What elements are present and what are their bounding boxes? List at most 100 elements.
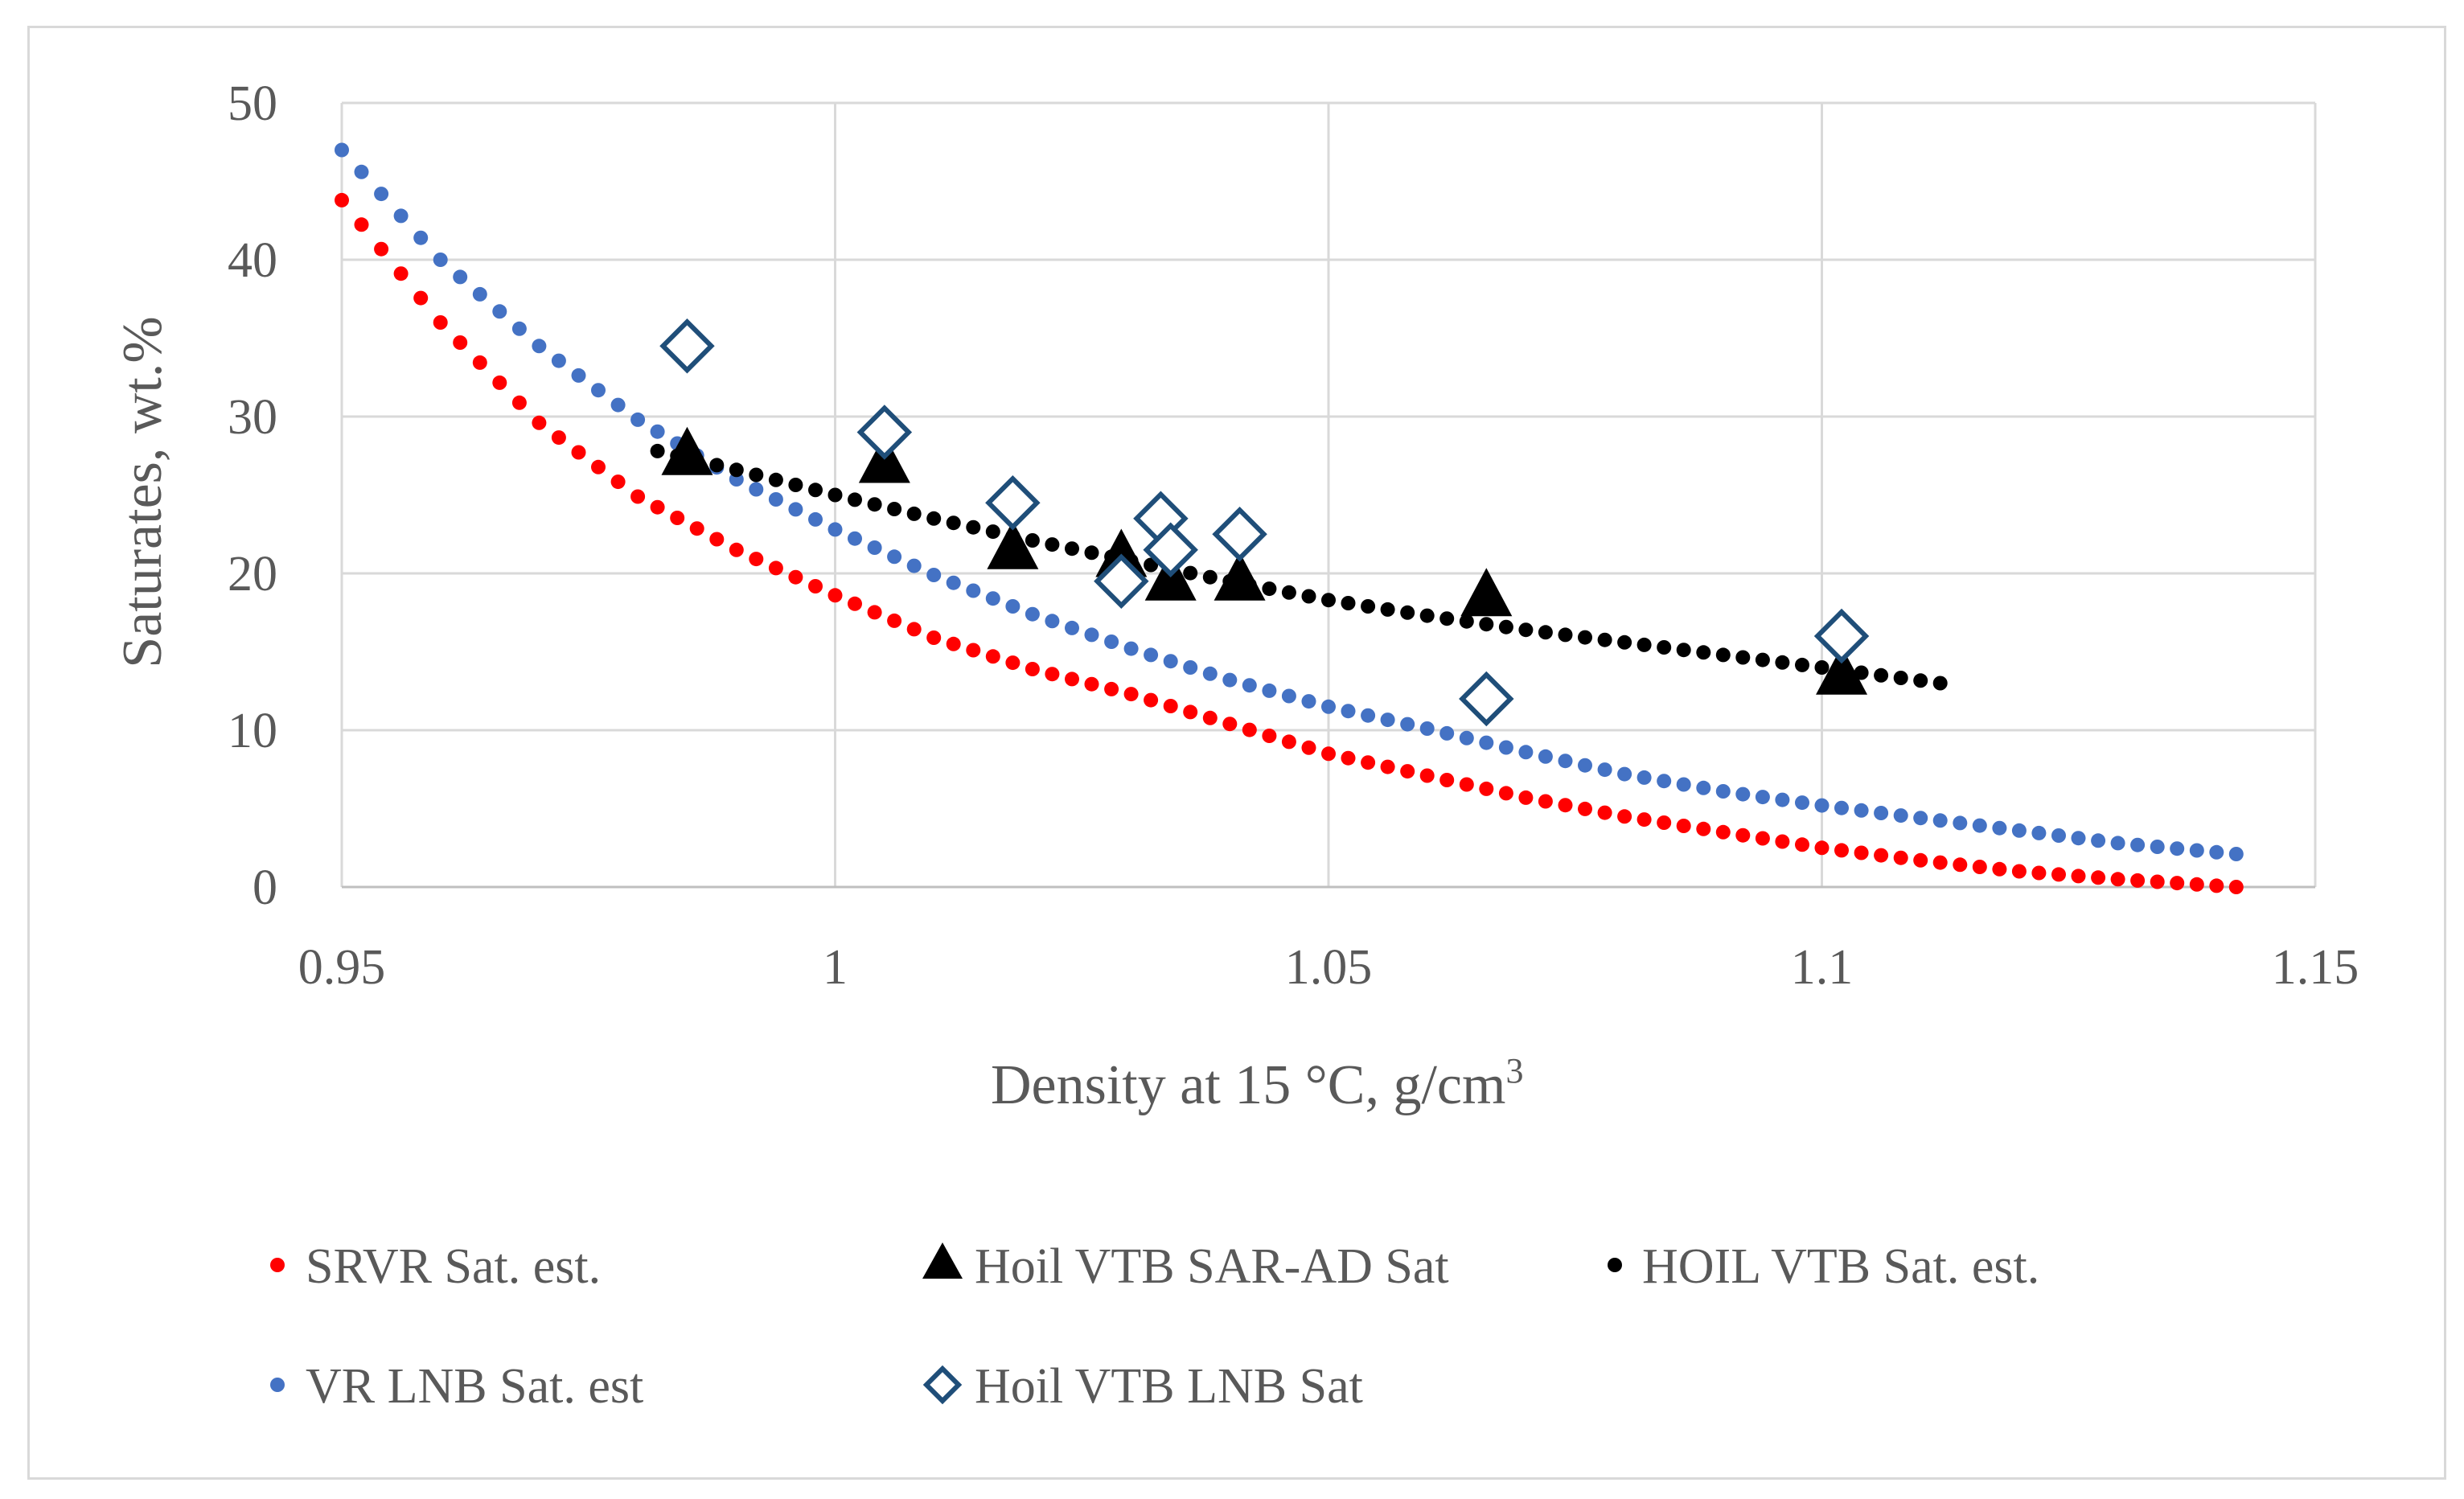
curve-dot: [1321, 593, 1336, 608]
curve-dot: [1854, 845, 1869, 860]
y-tick-label: 30: [228, 390, 277, 445]
curve-dot: [2150, 840, 2165, 854]
curve-dot: [1597, 805, 1612, 820]
curve-dot: [1084, 627, 1099, 643]
curve-dot: [1361, 599, 1376, 614]
curve-dot: [1400, 764, 1415, 779]
data-point-diamond: [856, 405, 913, 460]
curve-dot: [511, 395, 527, 410]
curve-dot: [1696, 780, 1711, 795]
curve-dot: [1874, 848, 1889, 863]
curve-dot: [1735, 650, 1751, 665]
curve-dot: [2071, 869, 2086, 884]
data-point-diamond: [1143, 522, 1198, 577]
curve-dot: [630, 412, 646, 427]
legend-item-sar-ad: Hoil VTB SAR-AD Sat: [922, 1239, 1449, 1294]
curve-dot: [551, 353, 566, 368]
curve-dot: [1065, 620, 1079, 635]
curve-dot: [1953, 815, 1968, 831]
curve-dot: [532, 339, 547, 354]
x-tick-label: 1: [823, 940, 848, 995]
curve-dot: [1676, 777, 1691, 792]
curve-dot: [1874, 806, 1889, 820]
curve-dot: [926, 630, 942, 645]
x-tick-label: 1.15: [2272, 940, 2359, 995]
curve-dot: [1913, 852, 1928, 868]
curve-dot: [374, 241, 389, 257]
data-point-triangle: [1460, 568, 1513, 617]
curve-dot: [2051, 867, 2066, 882]
curve-dot: [1795, 837, 1809, 852]
curve-dot: [1617, 766, 1632, 782]
curve-dot: [1301, 589, 1316, 604]
curve-dot: [610, 474, 626, 490]
curve-dot: [1715, 647, 1731, 663]
curve-dot: [1558, 754, 1573, 769]
curve-dot: [492, 375, 507, 390]
curve-dot: [1854, 803, 1869, 818]
curve-dot: [1380, 759, 1395, 774]
curve-dot: [1498, 786, 1513, 801]
curve-dot: [768, 472, 783, 487]
x-axis-title-main: Density at 15 °C, g/cm: [991, 1054, 1505, 1116]
curve-dot: [1814, 660, 1830, 675]
curve-dot: [729, 462, 744, 478]
curve-dot: [1202, 666, 1218, 681]
series-hoil-vtb-lnb-sat: [659, 318, 1870, 727]
curve-dot: [1341, 596, 1356, 610]
curve-dot: [1222, 672, 1238, 688]
curve-dot: [1637, 637, 1652, 652]
curve-dot: [374, 187, 389, 202]
curve-dot: [1578, 758, 1592, 773]
curve-dot: [2228, 880, 2244, 894]
curve-dot: [1202, 710, 1218, 725]
curve-dot: [848, 531, 862, 546]
curve-dot: [1992, 820, 2007, 836]
data-point-diamond: [659, 318, 715, 374]
curve-dot: [1657, 815, 1672, 830]
curve-dot: [1558, 627, 1573, 643]
curve-dot: [788, 478, 803, 492]
curve-dot: [670, 511, 685, 525]
legend-label-hoil-est: HOIL VTB Sat. est.: [1642, 1239, 2039, 1294]
curve-dot: [906, 622, 922, 637]
curve-dot: [1834, 800, 1849, 815]
curve-dot: [906, 506, 922, 521]
curve-dot: [2051, 828, 2066, 843]
curve-dot: [2209, 878, 2224, 893]
curve-dot: [1341, 750, 1356, 766]
y-tick-label: 0: [253, 860, 277, 915]
data-point-triangle: [1816, 646, 1868, 695]
curve-dot: [1065, 671, 1079, 687]
legend-item-hoil-est: HOIL VTB Sat. est.: [1608, 1239, 2039, 1294]
legend-item-vr-lnb: VR LNB Sat. est: [270, 1359, 643, 1414]
curve-dot: [1163, 699, 1178, 713]
curve-dot: [1202, 569, 1218, 585]
curve-dot: [1262, 581, 1277, 597]
curve-dot: [1183, 565, 1198, 581]
curve-dot: [1222, 717, 1238, 732]
curve-dot: [1637, 812, 1652, 828]
curve-dot: [413, 290, 429, 306]
curve-dot: [1341, 704, 1356, 719]
curve-dot: [393, 208, 409, 224]
curve-dot: [1953, 857, 1968, 873]
curve-dot: [1400, 717, 1415, 732]
y-tick-label: 20: [228, 547, 277, 602]
curve-dot: [1972, 818, 1987, 833]
tick-labels: 0 10 20 30 40 50 0.95 1 1.05 1.1 1.15: [228, 76, 2359, 995]
curve-dot: [1755, 831, 1770, 846]
x-tick-label: 1.1: [1791, 940, 1854, 995]
curve-dot: [827, 487, 843, 503]
legend-marker-sar-ad: [922, 1242, 963, 1279]
curve-dot: [808, 511, 823, 527]
data-point-diamond: [1459, 671, 1514, 727]
curve-dot: [1558, 798, 1573, 813]
curve-dot: [433, 315, 448, 330]
curve-dot: [571, 445, 586, 460]
legend-marker-lnb-sat: [922, 1365, 963, 1405]
curve-dot: [768, 561, 783, 576]
curve-dot: [1755, 652, 1770, 667]
curve-dot: [749, 467, 764, 483]
